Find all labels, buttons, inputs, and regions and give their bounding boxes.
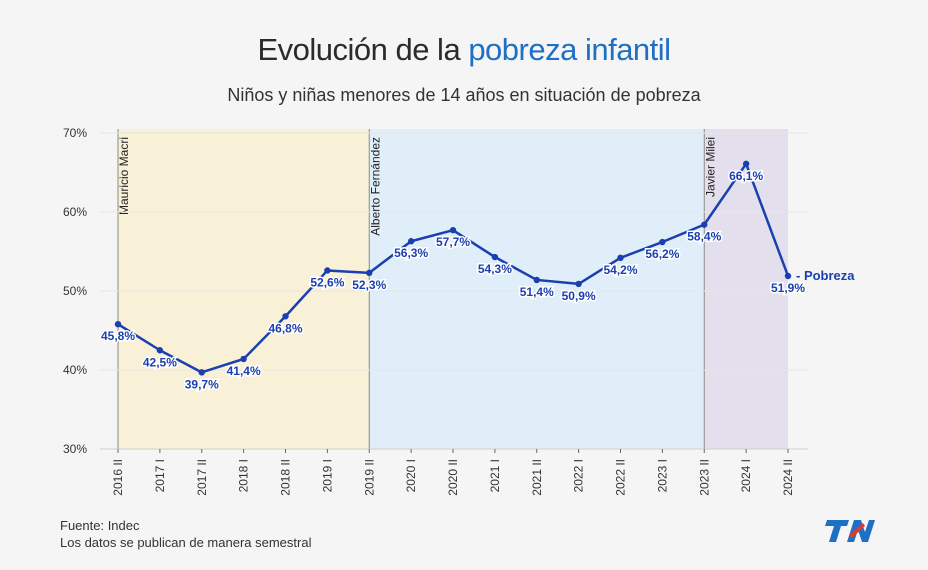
data-label: 50,9%: [562, 289, 596, 303]
data-point: [198, 369, 205, 376]
data-label: 57,7%: [436, 235, 470, 249]
series-group: 45,8% 42,5% 39,7% 41,4% 46,8% 52,6% 52,3% 56,3%…: [99, 160, 855, 393]
x-tick-label: 2023 II: [697, 459, 711, 496]
period-label: Javier Milei: [703, 137, 717, 197]
period-band: [369, 129, 705, 449]
x-tick-label: 2017 II: [195, 459, 209, 496]
data-label: 39,7%: [185, 377, 219, 391]
y-tick-label: 40%: [63, 363, 87, 377]
period-band: [704, 129, 788, 449]
period-label: Mauricio Macri: [117, 137, 131, 215]
x-axis: 2016 II 2017 I 2017 II 2018 I 2018 II 2019 I 2…: [111, 449, 795, 496]
data-point: [659, 238, 666, 246]
x-tick-label: 2020 I: [404, 459, 418, 492]
data-point: [784, 272, 792, 280]
x-tick-label: 2021 I: [488, 459, 502, 492]
data-point: [240, 355, 247, 363]
logo-accent: [849, 523, 865, 538]
title-highlight: pobreza infantil: [468, 32, 671, 67]
data-label: 66,1%: [729, 169, 763, 183]
y-tick-label: 30%: [63, 442, 87, 456]
data-label: 51,9%: [771, 281, 805, 295]
x-tick-label: 2022 I: [572, 459, 586, 492]
title-prefix: Evolución de la: [257, 32, 469, 67]
y-tick-label: 70%: [63, 126, 87, 140]
data-label: 42,5%: [143, 355, 177, 369]
y-tick-label: 50%: [63, 284, 87, 298]
data-label: 46,8%: [268, 321, 302, 335]
x-tick-label: 2016 II: [111, 459, 125, 496]
footer: Fuente: Indec Los datos se publican de m…: [60, 517, 311, 551]
period-bands: Mauricio Macri Alberto Fernández Javier Mi…: [117, 129, 788, 449]
data-point: [742, 160, 750, 168]
x-tick-label: 2024 II: [781, 459, 795, 496]
data-label: 51,4%: [520, 285, 554, 299]
data-point: [617, 254, 624, 262]
period-band: [118, 129, 370, 449]
note-text: Los datos se publican de manera semestra…: [60, 535, 312, 550]
data-label: 56,2%: [645, 247, 679, 261]
data-point: [114, 320, 122, 328]
period-label: Alberto Fernández: [368, 137, 382, 236]
x-tick-label: 2019 II: [362, 459, 376, 496]
logo-t: [825, 520, 849, 542]
data-point: [324, 267, 331, 274]
data-label: 52,6%: [310, 275, 344, 289]
data-label: 58,4%: [687, 230, 721, 244]
data-label: 52,3%: [352, 278, 386, 292]
x-tick-label: 2022 II: [614, 459, 628, 496]
x-tick-label: 2018 I: [237, 459, 251, 492]
x-tick-label: 2018 II: [279, 459, 293, 496]
data-point: [701, 221, 708, 228]
data-point: [156, 347, 164, 354]
data-label: 45,8%: [101, 329, 135, 343]
y-tick-label: 60%: [63, 205, 87, 219]
x-tick-label: 2020 II: [446, 459, 460, 496]
y-axis: 30% 40% 50% 60% 70%: [63, 126, 87, 456]
chart-subtitle: Niños y niñas menores de 14 años en situ…: [227, 85, 701, 105]
logo-n: [847, 520, 875, 542]
data-point: [491, 253, 499, 261]
data-point: [366, 269, 373, 277]
series-name-label: - Pobreza: [796, 268, 855, 283]
x-tick-label: 2024 I: [739, 459, 753, 492]
data-label: 54,2%: [603, 263, 637, 277]
data-point: [407, 238, 415, 245]
chart-title: Evolución de la pobreza infantil: [0, 32, 928, 68]
data-point: [533, 276, 540, 284]
tn-logo: [825, 520, 875, 542]
x-tick-label: 2023 I: [655, 459, 669, 492]
data-label: 56,3%: [394, 246, 428, 260]
data-label: 41,4%: [227, 364, 261, 378]
source-text: Fuente: Indec: [60, 518, 140, 533]
grid-lines: [100, 132, 808, 450]
x-tick-label: 2017 I: [153, 459, 167, 492]
data-point: [282, 313, 289, 320]
data-point: [449, 226, 457, 234]
data-point: [575, 280, 582, 288]
x-tick-label: 2019 I: [320, 459, 334, 492]
x-tick-label: 2021 II: [530, 459, 544, 496]
data-label: 54,3%: [478, 262, 512, 276]
